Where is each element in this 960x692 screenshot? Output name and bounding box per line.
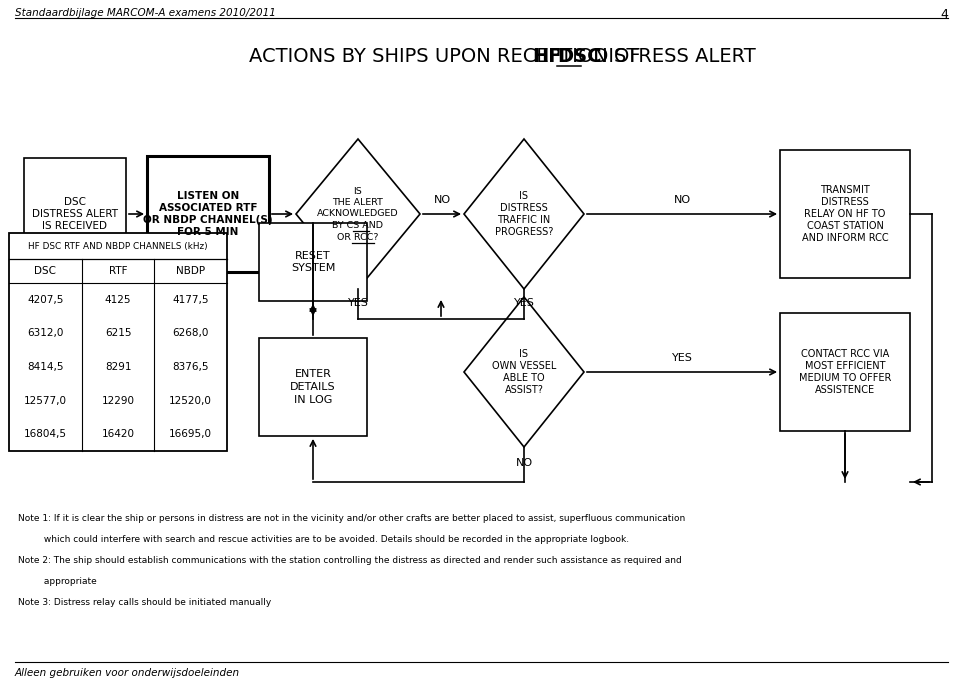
Text: ENTER: ENTER [295, 370, 331, 379]
Bar [259, 338, 367, 436]
Text: TRANSMIT: TRANSMIT [820, 185, 870, 195]
Text: which could interfere with search and rescue activities are to be avoided. Detai: which could interfere with search and re… [18, 535, 629, 544]
Text: COAST STATION: COAST STATION [806, 221, 883, 231]
Text: DISTRESS: DISTRESS [821, 197, 869, 207]
Text: DSC: DSC [557, 48, 602, 66]
Text: IN LOG: IN LOG [294, 395, 332, 405]
Text: YES: YES [672, 353, 692, 363]
Text: DISTRESS: DISTRESS [500, 203, 548, 213]
Text: ASSIST?: ASSIST? [505, 385, 543, 395]
Text: appropriate: appropriate [18, 577, 97, 586]
Text: MEDIUM TO OFFER: MEDIUM TO OFFER [799, 373, 891, 383]
Text: NBDP: NBDP [176, 266, 205, 276]
Text: YES: YES [514, 298, 535, 308]
Polygon shape [464, 139, 584, 289]
Text: 16804,5: 16804,5 [24, 429, 67, 439]
Text: MOST EFFICIENT: MOST EFFICIENT [804, 361, 885, 371]
Bar [147, 156, 269, 272]
Text: ASSOCIATED RTF: ASSOCIATED RTF [158, 203, 257, 213]
Text: ACKNOWLEDGED: ACKNOWLEDGED [317, 210, 398, 219]
Text: 8414,5: 8414,5 [27, 362, 63, 372]
Text: SYSTEM: SYSTEM [291, 264, 335, 273]
Text: IS: IS [519, 191, 529, 201]
Text: ASSISTENCE: ASSISTENCE [815, 385, 876, 395]
Text: 12577,0: 12577,0 [24, 396, 67, 406]
Polygon shape [464, 297, 584, 447]
Text: NO: NO [516, 458, 533, 468]
Text: FOR 5 MIN: FOR 5 MIN [178, 227, 239, 237]
Text: OR NBDP CHANNEL(S): OR NBDP CHANNEL(S) [143, 215, 273, 225]
Text: RESET: RESET [295, 251, 331, 261]
Text: IS RECEIVED: IS RECEIVED [42, 221, 108, 231]
Text: IS: IS [353, 187, 362, 196]
Text: 16420: 16420 [102, 429, 134, 439]
Bar [780, 313, 910, 431]
Text: THE ALERT: THE ALERT [332, 198, 383, 207]
Text: RTF: RTF [108, 266, 128, 276]
Text: RELAY ON HF TO: RELAY ON HF TO [804, 209, 886, 219]
Text: NO: NO [433, 195, 450, 205]
Text: 8291: 8291 [105, 362, 132, 372]
Text: ACTIONS BY SHIPS UPON RECEPTION OF: ACTIONS BY SHIPS UPON RECEPTION OF [250, 48, 647, 66]
Text: 6215: 6215 [105, 329, 132, 338]
Bar [259, 223, 367, 301]
Polygon shape [296, 139, 420, 289]
Text: 4177,5: 4177,5 [173, 295, 209, 304]
Text: PROGRESS?: PROGRESS? [494, 227, 553, 237]
Text: 12290: 12290 [102, 396, 134, 406]
Text: ABLE TO: ABLE TO [503, 373, 545, 383]
Text: BY CS AND: BY CS AND [332, 221, 383, 230]
Text: Note 1: If it is clear the ship or persons in distress are not in the vicinity a: Note 1: If it is clear the ship or perso… [18, 514, 685, 523]
Text: 8376,5: 8376,5 [173, 362, 209, 372]
Text: HF DSC RTF AND NBDP CHANNELS (kHz): HF DSC RTF AND NBDP CHANNELS (kHz) [28, 242, 207, 251]
Text: OR RCC?: OR RCC? [337, 233, 379, 242]
Text: TRAFFIC IN: TRAFFIC IN [497, 215, 551, 225]
Text: DISTRESS ALERT: DISTRESS ALERT [32, 209, 118, 219]
Text: LISTEN ON: LISTEN ON [177, 191, 239, 201]
Bar [24, 158, 126, 270]
Text: AND INFORM RCC: AND INFORM RCC [802, 233, 888, 243]
Text: 6312,0: 6312,0 [27, 329, 63, 338]
Text: Standaardbijlage MARCOM-A examens 2010/2011: Standaardbijlage MARCOM-A examens 2010/2… [15, 8, 276, 18]
Text: YES: YES [348, 298, 369, 308]
Text: IS: IS [519, 349, 529, 359]
Bar [9, 233, 227, 451]
Text: DSC: DSC [35, 266, 57, 276]
Text: 12520,0: 12520,0 [169, 396, 212, 406]
Text: 4207,5: 4207,5 [27, 295, 63, 304]
Text: 4: 4 [940, 8, 948, 21]
Text: NO: NO [673, 195, 690, 205]
Bar [780, 150, 910, 278]
Text: Note 3: Distress relay calls should be initiated manually: Note 3: Distress relay calls should be i… [18, 598, 272, 607]
Text: DSC: DSC [64, 197, 86, 207]
Text: Note 2: The ship should establish communications with the station controlling th: Note 2: The ship should establish commun… [18, 556, 682, 565]
Text: HF: HF [533, 48, 563, 66]
Text: 4125: 4125 [105, 295, 132, 304]
Text: 16695,0: 16695,0 [169, 429, 212, 439]
Text: DETAILS: DETAILS [290, 382, 336, 392]
Text: 6268,0: 6268,0 [173, 329, 209, 338]
Text: OWN VESSEL: OWN VESSEL [492, 361, 556, 371]
Text: DISTRESS ALERT: DISTRESS ALERT [581, 48, 756, 66]
Text: Alleen gebruiken voor onderwijsdoeleinden: Alleen gebruiken voor onderwijsdoeleinde… [15, 668, 240, 678]
Text: CONTACT RCC VIA: CONTACT RCC VIA [801, 349, 889, 359]
